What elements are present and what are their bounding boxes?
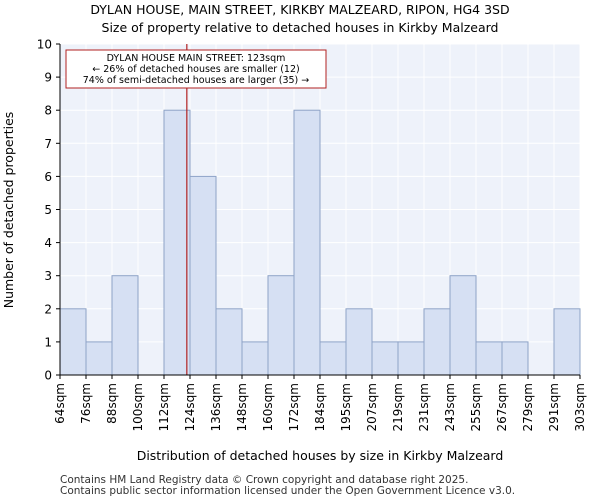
x-tick-label: 136sqm bbox=[209, 383, 223, 431]
y-tick-label: 2 bbox=[44, 302, 52, 316]
x-tick-label: 76sqm bbox=[79, 383, 93, 424]
footer-copyright: Contains HM Land Registry data © Crown c… bbox=[60, 474, 469, 486]
annotation-line1: DYLAN HOUSE MAIN STREET: 123sqm bbox=[107, 53, 286, 64]
y-tick-labels: 0 1 2 3 4 5 6 7 8 9 10 bbox=[37, 38, 60, 383]
y-tick-label: 8 bbox=[44, 104, 52, 118]
y-tick-label: 4 bbox=[44, 236, 52, 250]
y-tick-label: 9 bbox=[44, 71, 52, 85]
bar bbox=[319, 341, 347, 376]
bar bbox=[215, 308, 243, 376]
y-tick-label: 3 bbox=[44, 269, 52, 283]
bar bbox=[293, 109, 321, 376]
bar bbox=[423, 308, 451, 376]
y-tick-label: 1 bbox=[44, 335, 52, 349]
x-tick-label: 88sqm bbox=[105, 383, 119, 424]
y-tick-label: 6 bbox=[44, 170, 52, 184]
x-tick-label: 184sqm bbox=[313, 383, 327, 431]
x-tick-label: 219sqm bbox=[391, 383, 405, 431]
x-tick-label: 207sqm bbox=[365, 383, 379, 431]
y-axis-label: Number of detached properties bbox=[1, 112, 16, 309]
bar bbox=[345, 308, 373, 376]
x-tick-label: 172sqm bbox=[287, 383, 301, 431]
bar bbox=[267, 275, 295, 376]
x-tick-label: 195sqm bbox=[339, 383, 353, 431]
x-tick-label: 100sqm bbox=[131, 383, 145, 431]
bar bbox=[501, 341, 529, 376]
bar bbox=[241, 341, 269, 376]
y-tick-label: 10 bbox=[37, 38, 52, 52]
bar bbox=[449, 275, 477, 376]
x-tick-label: 303sqm bbox=[573, 383, 587, 431]
x-tick-label: 231sqm bbox=[417, 383, 431, 431]
annotation-frame bbox=[65, 49, 327, 89]
annotation-line2: ← 26% of detached houses are smaller (12… bbox=[92, 64, 299, 75]
chart-title-line1: DYLAN HOUSE, MAIN STREET, KIRKBY MALZEAR… bbox=[90, 2, 510, 17]
annotation-line3: 74% of semi-detached houses are larger (… bbox=[83, 75, 310, 86]
x-tick-label: 160sqm bbox=[261, 383, 275, 431]
x-tick-labels: 64sqm 76sqm 88sqm 100sqm 112sqm 124sqm 136sqm 1… bbox=[53, 375, 587, 431]
bar bbox=[111, 275, 139, 376]
bar bbox=[59, 308, 87, 376]
x-tick-label: 267sqm bbox=[495, 383, 509, 431]
x-tick-label: 279sqm bbox=[521, 383, 535, 431]
y-tick-label: 0 bbox=[44, 369, 52, 383]
footer-licence: Contains public sector information licen… bbox=[60, 485, 516, 497]
x-tick-label: 64sqm bbox=[53, 383, 67, 424]
x-tick-label: 148sqm bbox=[235, 383, 249, 431]
bar bbox=[553, 308, 581, 376]
annotation-box: DYLAN HOUSE MAIN STREET: 123sqm ← 26% of… bbox=[65, 49, 327, 89]
x-tick-label: 255sqm bbox=[469, 383, 483, 431]
bar bbox=[163, 109, 191, 376]
bar bbox=[397, 341, 425, 376]
x-axis-label: Distribution of detached houses by size … bbox=[137, 448, 504, 463]
bar bbox=[85, 341, 113, 376]
bar bbox=[371, 341, 399, 376]
x-tick-label: 112sqm bbox=[157, 383, 171, 431]
x-tick-label: 291sqm bbox=[547, 383, 561, 431]
bar bbox=[475, 341, 503, 376]
bar bbox=[189, 175, 217, 376]
y-tick-label: 7 bbox=[44, 137, 52, 151]
x-tick-label: 243sqm bbox=[443, 383, 457, 431]
y-tick-label: 5 bbox=[44, 203, 52, 217]
bars-group bbox=[59, 109, 581, 376]
chart-title-line2: Size of property relative to detached ho… bbox=[101, 20, 499, 35]
x-tick-label: 124sqm bbox=[183, 383, 197, 431]
histogram-chart: DYLAN HOUSE MAIN STREET: 123sqm ← 26% of… bbox=[1, 38, 587, 464]
